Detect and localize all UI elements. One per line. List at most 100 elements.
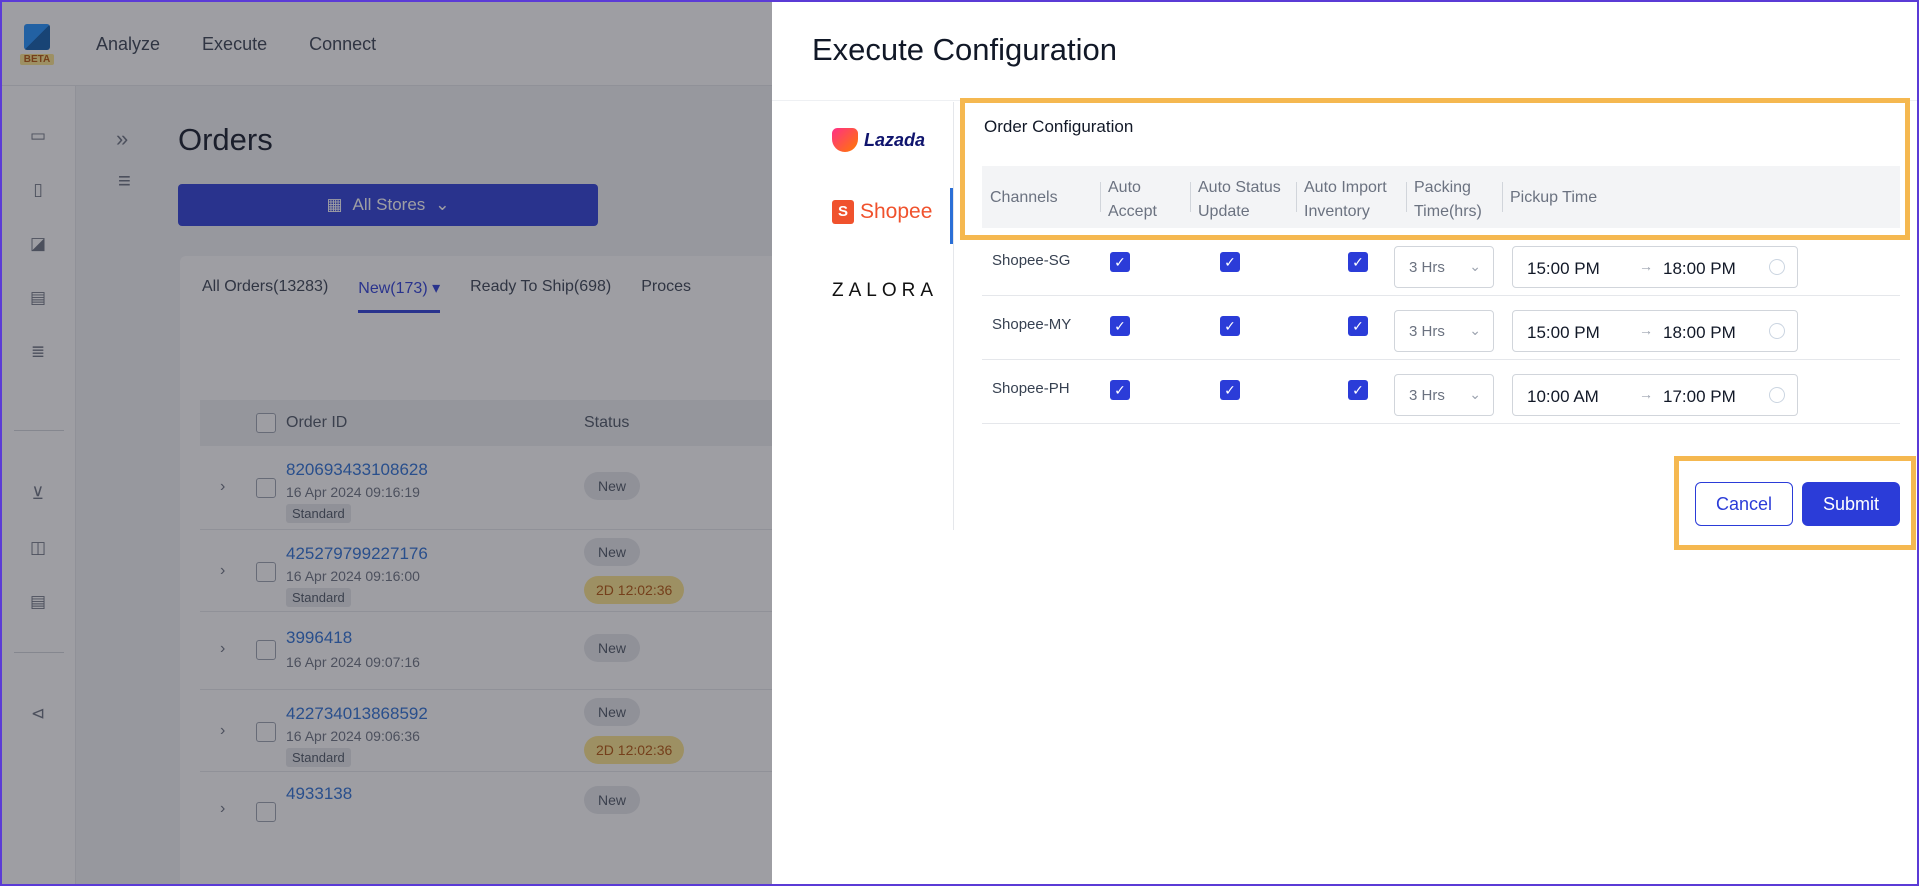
status-badge: New [584, 698, 641, 726]
beta-badge: BETA [20, 54, 54, 65]
order-id-link[interactable]: 425279799227176 [286, 544, 428, 563]
execute-configuration-drawer: Execute Configuration Lazada S Shopee ZA… [772, 2, 1917, 884]
lazada-logo-icon [832, 128, 858, 152]
channel-zalora[interactable]: ZALORA [832, 280, 939, 301]
order-id-link[interactable]: 4933138 [286, 784, 353, 803]
pickup-end[interactable]: 17:00 PM [1663, 387, 1736, 406]
expand-row-icon[interactable]: › [220, 640, 226, 657]
pickup-end[interactable]: 18:00 PM [1663, 323, 1736, 342]
row-checkbox[interactable] [256, 562, 276, 582]
auto-status-update-checkbox[interactable]: ✓ [1220, 380, 1240, 400]
submit-button[interactable]: Submit [1802, 482, 1900, 526]
channel-shopee[interactable]: S Shopee [832, 200, 932, 224]
countdown-badge: 2D 12:02:36 [584, 576, 685, 604]
cart-icon[interactable]: ⊻ [31, 484, 45, 503]
report-icon[interactable]: ▤ [29, 592, 47, 611]
pickup-start[interactable]: 10:00 AM [1527, 387, 1599, 406]
auto-status-update-checkbox[interactable]: ✓ [1220, 252, 1240, 272]
col-divider [1406, 182, 1407, 212]
tab-processing[interactable]: Proces [641, 278, 692, 295]
table-row[interactable]: › 3996418 16 Apr 2024 09:07:16 New [200, 614, 980, 690]
tab-new[interactable]: New(173) ▾ [358, 278, 441, 313]
arrow-right-icon: → [1639, 258, 1653, 274]
logo-cube-icon [24, 24, 50, 50]
table-row[interactable]: › 425279799227176 16 Apr 2024 09:16:00 S… [200, 532, 980, 612]
order-tag: Standard [286, 504, 351, 523]
section-title: Order Configuration [984, 117, 1134, 136]
row-checkbox[interactable] [256, 802, 276, 822]
list-icon[interactable]: ≣ [30, 342, 46, 361]
table-row[interactable]: › 4933138 New [200, 774, 980, 834]
active-channel-indicator [950, 188, 953, 244]
packing-time-select[interactable]: 3 Hrs ⌄ [1394, 310, 1494, 352]
table-row[interactable]: › 820693433108628 16 Apr 2024 09:16:19 S… [200, 448, 980, 530]
store-icon: ▦ [326, 195, 343, 214]
config-row-shopee-ph: Shopee-PH ✓ ✓ ✓ 3 Hrs ⌄ 10:00 AM → 17:00… [982, 360, 1900, 424]
auto-import-inventory-checkbox[interactable]: ✓ [1348, 316, 1368, 336]
expand-row-icon[interactable]: › [220, 800, 226, 817]
packing-time-select[interactable]: 3 Hrs ⌄ [1394, 246, 1494, 288]
table-row[interactable]: › 422734013868592 16 Apr 2024 09:06:36 S… [200, 692, 980, 772]
row-checkbox[interactable] [256, 640, 276, 660]
auto-import-inventory-checkbox[interactable]: ✓ [1348, 380, 1368, 400]
status-badge: New [584, 634, 641, 662]
auto-accept-checkbox[interactable]: ✓ [1110, 380, 1130, 400]
order-date: 16 Apr 2024 09:06:36 [286, 728, 420, 744]
nav-connect[interactable]: Connect [309, 34, 377, 54]
countdown-badge: 2D 12:02:36 [584, 736, 685, 764]
rail-divider [14, 430, 64, 431]
order-tabs: All Orders(13283) New(173) ▾ Ready To Sh… [202, 278, 691, 313]
auto-accept-checkbox[interactable]: ✓ [1110, 316, 1130, 336]
document-icon[interactable]: ▤ [29, 288, 47, 307]
order-id-link[interactable]: 3996418 [286, 628, 353, 647]
megaphone-icon[interactable]: ⊲ [30, 704, 46, 723]
cancel-button[interactable]: Cancel [1695, 482, 1793, 526]
channel-shopee-label: Shopee [860, 200, 933, 223]
pickup-start[interactable]: 15:00 PM [1527, 259, 1600, 278]
tab-ready-to-ship[interactable]: Ready To Ship(698) [470, 278, 612, 295]
pickup-start[interactable]: 15:00 PM [1527, 323, 1600, 342]
channel-lazada-label: Lazada [864, 129, 926, 150]
app-logo[interactable]: BETA [20, 24, 54, 70]
nav-execute[interactable]: Execute [202, 34, 268, 54]
filter-icon[interactable]: ≡ [118, 168, 131, 193]
expand-row-icon[interactable]: › [220, 478, 226, 495]
channel-lazada[interactable]: Lazada [832, 128, 925, 152]
expand-icon[interactable]: » [116, 126, 129, 151]
config-row-shopee-my: Shopee-MY ✓ ✓ ✓ 3 Hrs ⌄ 15:00 PM → 18:00… [982, 296, 1900, 360]
packing-time-value: 3 Hrs [1409, 323, 1445, 340]
chevron-down-icon: ⌄ [435, 195, 450, 214]
drawer-divider [772, 100, 1917, 101]
auto-status-update-checkbox[interactable]: ✓ [1220, 316, 1240, 336]
status-badge: New [584, 786, 641, 814]
map-icon[interactable]: ▯ [33, 180, 43, 199]
pickup-end[interactable]: 18:00 PM [1663, 259, 1736, 278]
row-checkbox[interactable] [256, 722, 276, 742]
tab-all-orders[interactable]: All Orders(13283) [202, 278, 329, 295]
col-divider [1296, 182, 1297, 212]
packing-time-select[interactable]: 3 Hrs ⌄ [1394, 374, 1494, 416]
pickup-time-range[interactable]: 15:00 PM → 18:00 PM [1512, 310, 1798, 352]
status-badge: New [584, 472, 641, 500]
auto-accept-checkbox[interactable]: ✓ [1110, 252, 1130, 272]
clock-icon [1769, 323, 1785, 339]
tag-icon[interactable]: ◪ [29, 234, 47, 253]
select-all-checkbox[interactable] [256, 413, 276, 433]
store-selector[interactable]: ▦ All Stores ⌄ [178, 184, 598, 226]
modal-overlay[interactable] [2, 2, 772, 884]
archive-icon[interactable]: ▭ [29, 126, 47, 145]
nav-analyze[interactable]: Analyze [96, 34, 161, 54]
expand-row-icon[interactable]: › [220, 562, 226, 579]
auto-import-inventory-checkbox[interactable]: ✓ [1348, 252, 1368, 272]
expand-row-icon[interactable]: › [220, 722, 226, 739]
col-auto-status-update: Auto Status Update [1198, 179, 1281, 220]
pickup-time-range[interactable]: 15:00 PM → 18:00 PM [1512, 246, 1798, 288]
order-id-link[interactable]: 820693433108628 [286, 460, 428, 479]
col-channels: Channels [990, 189, 1058, 206]
col-pickup-time: Pickup Time [1510, 189, 1598, 206]
pickup-time-range[interactable]: 10:00 AM → 17:00 PM [1512, 374, 1798, 416]
row-checkbox[interactable] [256, 478, 276, 498]
col-divider [1190, 182, 1191, 212]
bag-icon[interactable]: ◫ [29, 538, 47, 557]
order-id-link[interactable]: 422734013868592 [286, 704, 428, 723]
